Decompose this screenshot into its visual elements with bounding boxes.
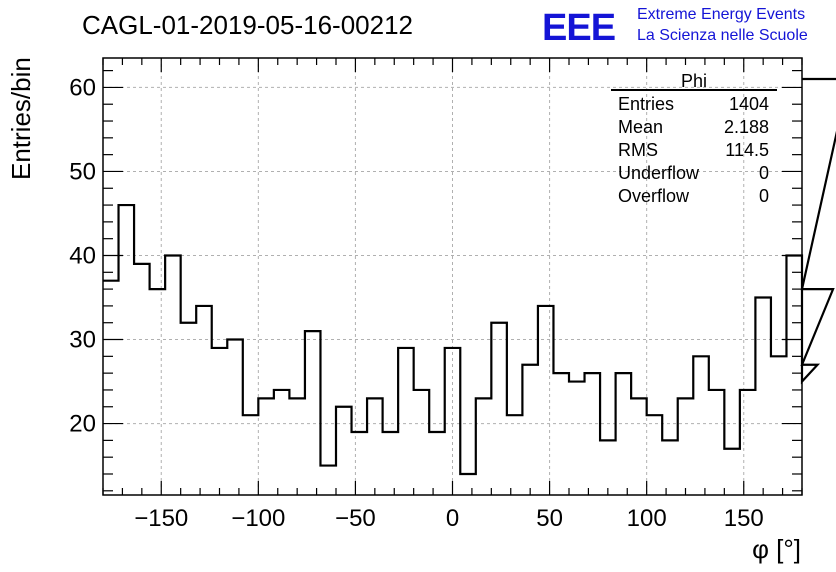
x-axis-label: φ [°] bbox=[752, 534, 801, 564]
stats-rows: Entries 1404 Mean 2.188 RMS 114.5 Underflow 0 Ov… bbox=[618, 94, 769, 206]
x-tick-label: 150 bbox=[724, 505, 764, 532]
histogram-bin bbox=[631, 398, 647, 495]
y-axis-label: Entries/bin bbox=[6, 57, 36, 180]
histogram-bin bbox=[119, 205, 135, 495]
stats-value: 0 bbox=[759, 186, 769, 206]
eee-logo-mark: EEE bbox=[542, 7, 615, 49]
histogram-bin bbox=[289, 398, 305, 495]
histogram-bin bbox=[414, 390, 430, 495]
axes: −150 −100 −50 0 50 100 150 20 30 40 50 60 bbox=[69, 58, 803, 532]
stats-title: Phi bbox=[681, 71, 707, 91]
histogram-bin bbox=[693, 356, 709, 495]
histogram-bin bbox=[429, 432, 445, 495]
stats-box: Phi Entries 1404 Mean 2.188 RMS 114.5 Underflo… bbox=[611, 71, 777, 206]
histogram-bin bbox=[538, 306, 554, 495]
histogram-bin bbox=[786, 255, 802, 495]
histogram-bin bbox=[460, 474, 476, 495]
histogram-bin bbox=[103, 281, 119, 495]
histogram-bin bbox=[165, 255, 181, 495]
histogram-bin bbox=[398, 348, 414, 495]
grid bbox=[103, 58, 802, 495]
histogram-bin bbox=[243, 415, 259, 495]
stats-value: 0 bbox=[759, 163, 769, 183]
eee-logo-line1: Extreme Energy Events bbox=[637, 6, 805, 23]
histogram-bin bbox=[507, 415, 523, 495]
histogram-bin bbox=[755, 298, 771, 495]
histogram-bin bbox=[740, 390, 756, 495]
histogram-bin bbox=[600, 440, 616, 495]
x-tick-label: 50 bbox=[536, 505, 563, 532]
histogram-bin bbox=[383, 432, 399, 495]
stats-label: Underflow bbox=[618, 163, 700, 183]
histogram-bin bbox=[709, 390, 725, 495]
histogram-bin bbox=[274, 390, 290, 495]
histogram-bin bbox=[662, 440, 678, 495]
histogram-bin bbox=[476, 398, 492, 495]
x-tick-label: 100 bbox=[627, 505, 667, 532]
stats-label: Mean bbox=[618, 117, 663, 137]
x-tick-label: −100 bbox=[231, 505, 285, 532]
x-tick-label: −150 bbox=[134, 505, 188, 532]
histogram-bin bbox=[367, 398, 383, 495]
histogram-bin bbox=[134, 264, 150, 495]
stats-label: RMS bbox=[618, 140, 658, 160]
plot-frame bbox=[102, 57, 803, 496]
chart-title: CAGL-01-2019-05-16-00212 bbox=[82, 10, 413, 40]
histogram-bin bbox=[491, 323, 507, 495]
histogram-bin bbox=[336, 407, 352, 495]
stats-value: 114.5 bbox=[725, 140, 769, 160]
histogram-bin bbox=[553, 373, 569, 495]
histogram-bin bbox=[445, 348, 461, 495]
histogram-bin bbox=[569, 382, 585, 495]
x-tick-label: −50 bbox=[335, 505, 376, 532]
histogram-bin bbox=[150, 289, 166, 495]
histogram-bin bbox=[724, 449, 740, 495]
stats-label: Overflow bbox=[618, 186, 690, 206]
y-tick-label: 60 bbox=[69, 74, 96, 101]
histogram-bin bbox=[352, 432, 368, 495]
histogram-bin bbox=[616, 373, 632, 495]
histogram-bin bbox=[181, 323, 197, 495]
stats-label: Entries bbox=[618, 94, 674, 114]
y-tick-label: 50 bbox=[69, 158, 96, 185]
y-tick-label: 20 bbox=[69, 411, 96, 438]
histogram-line bbox=[103, 77, 836, 476]
histogram-bin bbox=[678, 398, 694, 495]
histogram-bin bbox=[196, 306, 212, 495]
histogram-bin bbox=[258, 398, 274, 495]
histogram-bin bbox=[227, 340, 243, 495]
histogram-bin bbox=[320, 466, 336, 495]
eee-logo-line2: La Scienza nelle Scuole bbox=[637, 27, 808, 44]
eee-logo: EEE Extreme Energy Events La Scienza nel… bbox=[542, 6, 808, 49]
histogram-bin bbox=[771, 356, 787, 495]
histogram-bin bbox=[585, 373, 601, 495]
histogram-bin bbox=[522, 365, 538, 495]
histogram-bin bbox=[212, 348, 228, 495]
x-tick-label: 0 bbox=[446, 505, 459, 532]
stats-value: 1404 bbox=[729, 94, 769, 114]
histogram-bin bbox=[305, 331, 321, 495]
y-tick-label: 40 bbox=[69, 242, 96, 269]
y-tick-label: 30 bbox=[69, 327, 96, 354]
histogram-bin bbox=[647, 415, 663, 495]
stats-value: 2.188 bbox=[724, 117, 769, 137]
histogram-series bbox=[103, 77, 836, 495]
